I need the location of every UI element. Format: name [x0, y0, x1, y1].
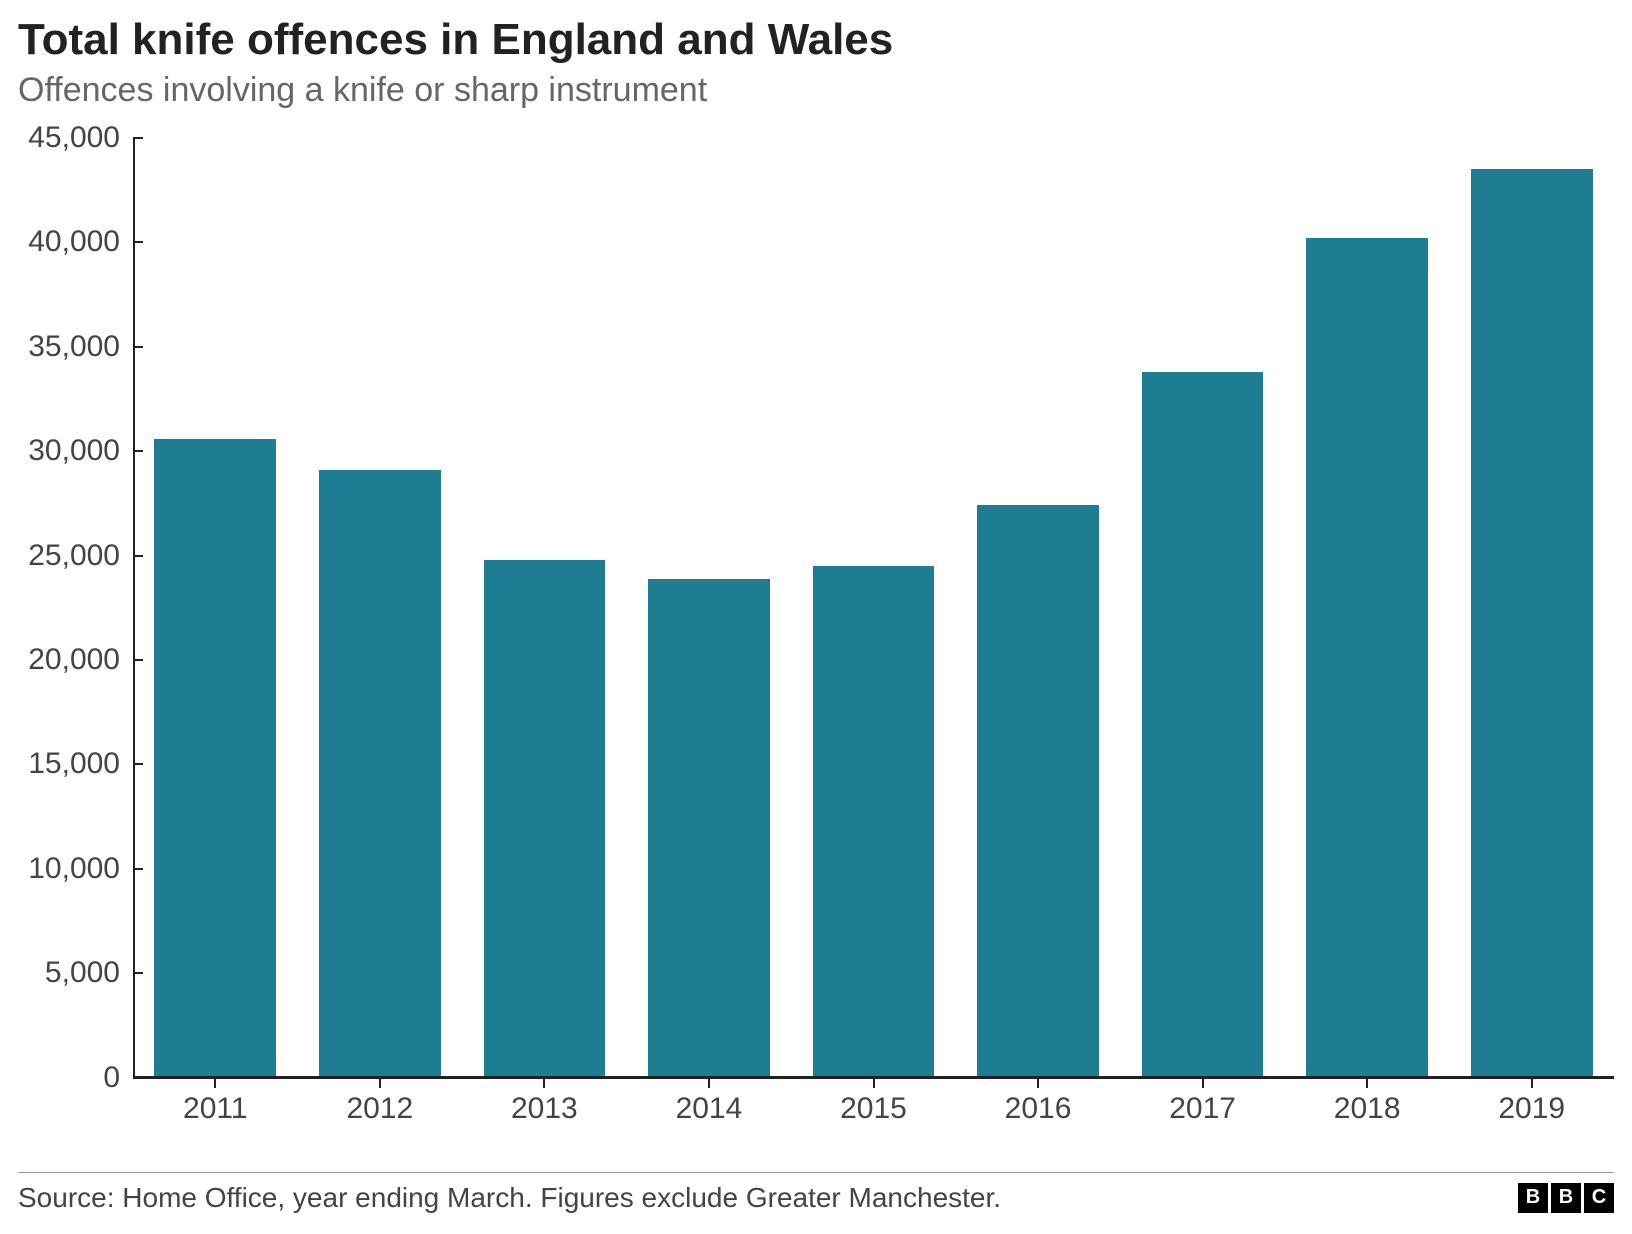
- y-tick-mark: [133, 555, 143, 557]
- x-tick-label: 2012: [346, 1092, 413, 1126]
- x-tick-mark: [214, 1078, 216, 1088]
- y-tick-label: 45,000: [28, 121, 120, 155]
- y-axis: 05,00010,00015,00020,00025,00030,00035,0…: [18, 138, 128, 1078]
- chart-title: Total knife offences in England and Wale…: [18, 14, 1614, 67]
- y-tick-mark: [133, 137, 143, 139]
- y-tick-mark: [133, 659, 143, 661]
- x-tick-label: 2017: [1169, 1092, 1236, 1126]
- footer: Source: Home Office, year ending March. …: [18, 1172, 1614, 1216]
- x-axis-line: [133, 1076, 1614, 1079]
- chart-area: 0 5,000 10,000 15,000 20,000 25,000 30,000 35,0…: [18, 138, 1614, 1138]
- bar: [1471, 169, 1593, 1078]
- x-tick-mark: [1366, 1078, 1368, 1088]
- logo-letter: B: [1551, 1183, 1581, 1213]
- bar: [1306, 238, 1428, 1078]
- y-tick-mark: [133, 1077, 143, 1079]
- x-tick-mark: [1531, 1078, 1533, 1088]
- x-tick-mark: [1202, 1078, 1204, 1088]
- bar: [319, 470, 441, 1078]
- x-tick-label: 2016: [1005, 1092, 1072, 1126]
- x-tick-mark: [379, 1078, 381, 1088]
- bar: [484, 560, 606, 1078]
- y-tick-mark: [133, 241, 143, 243]
- x-tick-mark: [708, 1078, 710, 1088]
- plot-area: [133, 138, 1614, 1078]
- chart-subtitle: Offences involving a knife or sharp inst…: [18, 71, 1614, 110]
- bar: [813, 566, 935, 1078]
- logo-letter: C: [1584, 1183, 1614, 1213]
- y-tick-mark: [133, 346, 143, 348]
- bar: [1142, 372, 1264, 1078]
- y-tick-label: 10,000: [28, 852, 120, 886]
- x-tick-label: 2019: [1498, 1092, 1565, 1126]
- y-tick-mark: [133, 972, 143, 974]
- bar: [977, 505, 1099, 1077]
- x-tick-mark: [543, 1078, 545, 1088]
- y-tick-label: 30,000: [28, 434, 120, 468]
- bar: [648, 579, 770, 1078]
- x-tick-label: 2018: [1334, 1092, 1401, 1126]
- y-tick-mark: [133, 763, 143, 765]
- bbc-logo: B B C: [1518, 1183, 1614, 1213]
- y-tick-label: 40,000: [28, 225, 120, 259]
- x-tick-label: 2015: [840, 1092, 907, 1126]
- chart-container: Total knife offences in England and Wale…: [0, 0, 1632, 1234]
- y-tick-mark: [133, 868, 143, 870]
- y-tick-label: 0: [103, 1061, 120, 1095]
- x-tick-mark: [873, 1078, 875, 1088]
- y-tick-label: 5,000: [45, 956, 120, 990]
- bar: [154, 439, 276, 1078]
- y-tick-label: 15,000: [28, 747, 120, 781]
- x-tick-label: 2013: [511, 1092, 578, 1126]
- y-tick-mark: [133, 450, 143, 452]
- x-tick-mark: [1037, 1078, 1039, 1088]
- source-text: Source: Home Office, year ending March. …: [18, 1182, 1001, 1214]
- logo-letter: B: [1518, 1183, 1548, 1213]
- y-tick-label: 25,000: [28, 539, 120, 573]
- x-tick-label: 2014: [676, 1092, 743, 1126]
- y-tick-label: 35,000: [28, 330, 120, 364]
- y-tick-label: 20,000: [28, 643, 120, 677]
- x-tick-label: 2011: [183, 1092, 248, 1126]
